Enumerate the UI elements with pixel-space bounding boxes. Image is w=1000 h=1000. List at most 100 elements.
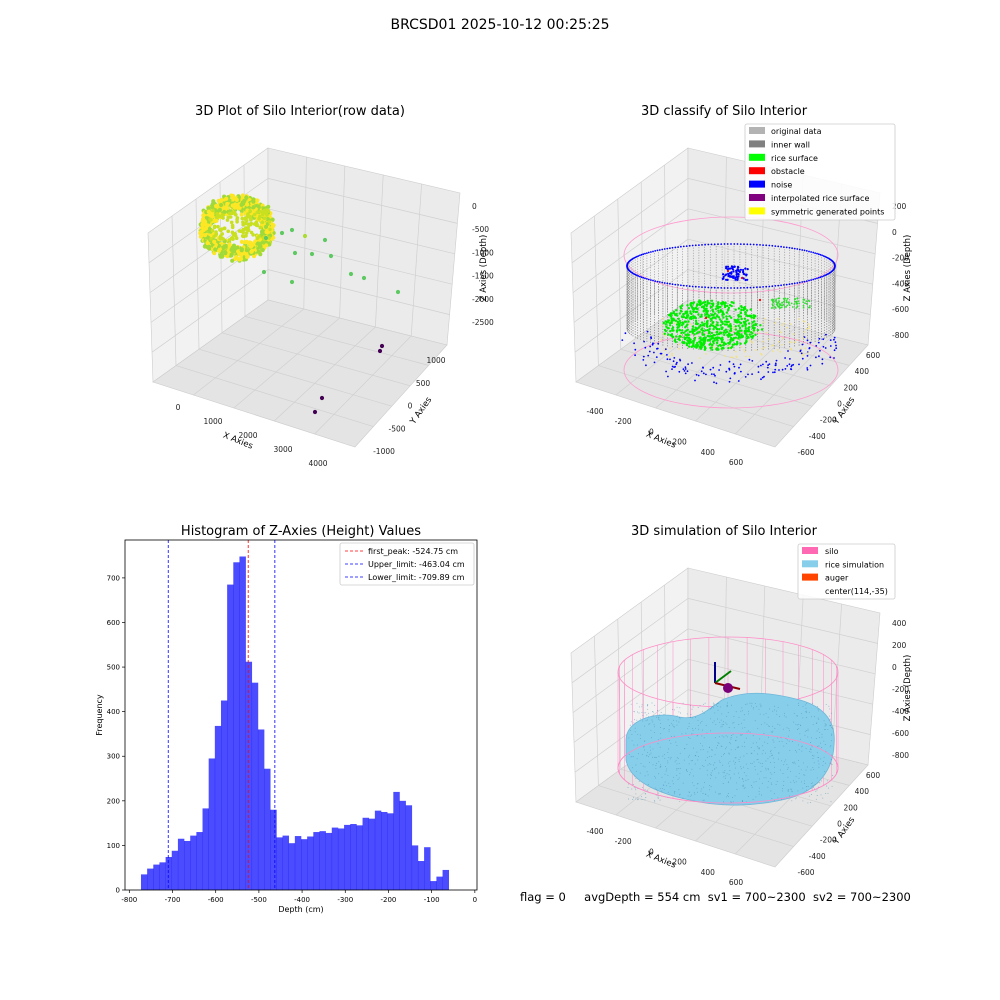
panel-4-rice-mesh-dot — [816, 752, 818, 754]
panel-2-ylabel: Y Axies — [831, 395, 858, 427]
panel-2-rice-point — [705, 307, 708, 310]
panel-2-symmetric-point — [688, 323, 691, 325]
panel-4-rice-mesh-dot — [809, 742, 811, 743]
panel-4-rice-mesh-dot — [657, 739, 659, 741]
panel-2-rice-point — [783, 300, 785, 303]
panel-4-rice-mesh-dot — [816, 723, 818, 725]
panel-4-rice-mesh-dot — [747, 768, 749, 770]
panel-1-point — [265, 213, 269, 217]
panel-4-rice-mesh-dot — [790, 788, 792, 790]
panel-2-noise-point — [760, 378, 762, 381]
panel-2-noise-point — [694, 244, 697, 247]
panel-4-rice-mesh-dot — [678, 762, 680, 764]
panel-2-symmetric-point — [663, 347, 666, 350]
panel-4-rice-mesh-dot — [710, 708, 712, 710]
panel-4-rice-mesh-dot — [705, 724, 707, 726]
panel-2-noise-point — [757, 371, 760, 373]
panel-2-rice-point — [783, 299, 786, 301]
panel-4-rice-mesh-dot — [722, 783, 724, 784]
panel-2-symmetric-point — [781, 343, 783, 346]
panel-4-rice-mesh-dot — [730, 737, 732, 739]
panel-4-rice-mesh-dot — [735, 740, 736, 742]
panel-4-rice-mesh-dot — [827, 728, 829, 730]
panel-4-rice-mesh-dot — [723, 801, 725, 803]
panel-2-symmetric-point — [790, 347, 792, 350]
panel-2-noise-point — [733, 372, 736, 375]
panel-4-rice-mesh-dot — [763, 714, 765, 716]
panel-4-rice-mesh-dot — [711, 707, 713, 709]
panel-2-rice-point — [738, 329, 741, 332]
panel-2-noise-point — [800, 352, 803, 355]
panel-2-rice-point — [772, 301, 775, 304]
panel-4-rice-mesh-dot — [723, 736, 725, 738]
panel-2-rice-point — [718, 343, 722, 347]
panel-4-rice-mesh-dot — [650, 749, 652, 751]
panel-4-rice-mesh-dot — [654, 704, 656, 706]
panel-2-rice-point — [706, 325, 709, 328]
panel-2-noise-point — [774, 364, 777, 367]
panel-4-rice-mesh-dot — [704, 702, 706, 704]
panel-2-rice-point — [681, 321, 685, 325]
panel-2-noise-point — [742, 277, 745, 280]
panel-2-rice-point — [686, 328, 689, 331]
panel-4-rice-mesh-dot — [807, 736, 809, 738]
panel-2-rice-point — [720, 340, 724, 343]
panel-4-rice-mesh-dot — [649, 746, 651, 748]
panel-4-rice-mesh-dot — [670, 757, 672, 758]
panel-4-rice-mesh-dot — [747, 796, 749, 798]
panel-2-noise-point — [784, 357, 786, 359]
panel-1-point — [229, 247, 234, 252]
panel-4-rice-mesh-dot — [692, 727, 693, 729]
panel-4-rice-mesh-dot — [702, 799, 704, 801]
panel-2-noise-point — [808, 250, 810, 253]
panel-2-rice-point — [717, 348, 720, 351]
panel-4-rice-mesh-dot — [679, 707, 681, 709]
panel-4-rice-mesh-dot — [688, 763, 690, 765]
panel-2-noise-point — [725, 370, 728, 373]
panel-2-rice-point — [745, 314, 748, 317]
panel-4-rice-mesh-dot — [789, 795, 791, 797]
panel-1-point — [225, 201, 230, 207]
panel-2-symmetric-point — [807, 351, 809, 354]
panel-1-y-tick-label: -1000 — [373, 447, 395, 456]
panel-4-rice-mesh-dot — [752, 742, 754, 744]
panel-4-rice-mesh-dot — [663, 713, 665, 715]
panel-4-rice-mesh-dot — [649, 723, 651, 725]
panel-2-gridline — [594, 215, 599, 366]
panel-4-rice-mesh-dot — [746, 753, 748, 755]
panel-4-rice-mesh-dot — [654, 757, 656, 759]
panel-4-rice-mesh-dot — [633, 722, 635, 724]
panel-1-point — [213, 247, 218, 252]
panel-2-rice-point — [685, 343, 689, 347]
panel-4-rice-mesh-dot — [772, 730, 774, 732]
panel-2-symmetric-point — [698, 357, 701, 359]
histogram-bar — [140, 874, 148, 890]
panel-2-noise-point — [650, 337, 653, 340]
panel-2-rice-point — [695, 345, 699, 348]
panel-4-rice-mesh-dot — [810, 802, 812, 803]
panel-4-rice-mesh-dot — [818, 781, 820, 783]
panel-2-rice-point — [690, 312, 693, 316]
panel-4-rice-mesh-dot — [691, 708, 693, 710]
panel-4-rice-mesh-dot — [742, 710, 744, 712]
panel-4-rice-mesh-dot — [704, 781, 706, 783]
panel-2-rice-point — [737, 319, 740, 322]
panel-2-symmetric-point — [733, 327, 735, 330]
panel-4-rice-mesh-dot — [758, 708, 760, 710]
panel-2-rice-point — [727, 346, 730, 350]
panel-2-rice-point — [699, 315, 702, 318]
panel-2-rice-point — [681, 304, 684, 307]
panel-1-point — [223, 205, 228, 210]
panel-2-noise-point — [661, 248, 664, 251]
panel-4-rice-mesh-dot — [695, 716, 696, 718]
panel-2-symmetric-point — [761, 340, 764, 343]
histogram-bar — [405, 805, 413, 890]
panel-2-rice-point — [735, 321, 739, 324]
panel-2-rice-point — [725, 315, 728, 318]
panel-4-rice-mesh-dot — [686, 769, 688, 771]
panel-2-symmetric-point — [690, 323, 693, 326]
panel-4-rice-mesh-dot — [700, 790, 702, 792]
panel-4-rice-mesh-dot — [653, 724, 655, 726]
histogram-bar — [159, 862, 166, 890]
panel-4-rice-mesh-dot — [807, 730, 809, 732]
